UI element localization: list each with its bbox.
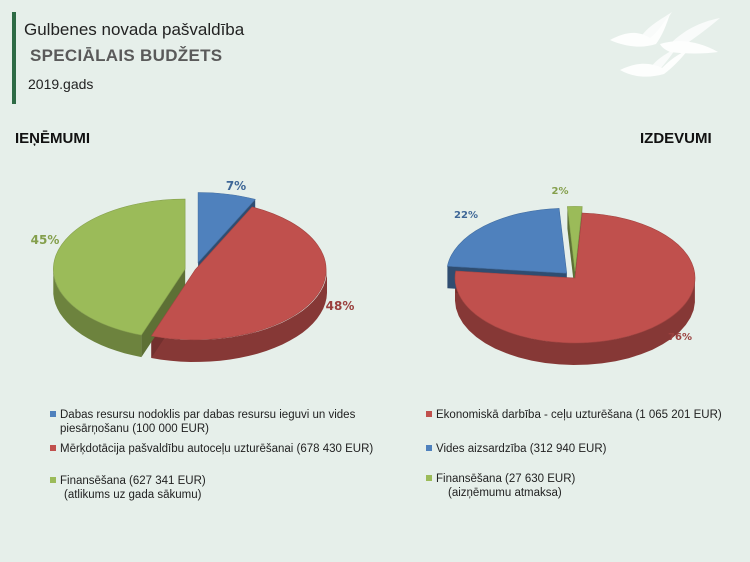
pie-percent-label: 76% [668,332,692,343]
pie-percent-label: 48% [326,299,355,313]
pie-slice [447,208,568,274]
legend-item-expenditure-green: Finansēšana (27 630 EUR) [426,472,575,486]
legend-label: Finansēšana (27 630 EUR) [436,473,576,485]
expenditure-legend: Ekonomiskā darbība - ceļu uzturēšana (1 … [426,408,736,508]
revenue-legend: Dabas resursu nodoklis par dabas resursu… [50,408,390,508]
pie-percent-label: 2% [552,186,569,197]
legend-label: Mērķdotācija pašvaldību autoceļu uzturēš… [60,443,374,455]
legend-swatch [50,477,56,483]
year-label: 2019.gads [28,76,94,92]
legend-label: Finansēšana (627 341 EUR) [60,475,206,487]
pie-slice [197,192,256,264]
legend-item-expenditure-blue: Vides aizsardzība (312 940 EUR) [426,442,606,456]
legend-swatch [426,445,432,451]
legend-item-revenue-blue: Dabas resursu nodoklis par dabas resursu… [50,408,355,436]
legend-swatch [50,411,56,417]
pie-percent-label: 22% [454,210,478,221]
legend-item-expenditure-red: Ekonomiskā darbība - ceļu uzturēšana (1 … [426,408,722,422]
budget-title: SPECIĀLAIS BUDŽETS [30,46,223,65]
legend-label: Vides aizsardzība (312 940 EUR) [436,443,607,455]
pie-percent-label: 45% [31,233,60,247]
revenue-heading: IEŅĒMUMI [15,130,90,147]
legend-note: (aizņēmumu atmaksa) [448,487,562,499]
swans-logo-icon [610,12,720,77]
pie-slice-side [53,272,142,358]
pie-slice [150,206,327,341]
pie-slice [53,198,186,336]
legend-item-revenue-green: Finansēšana (627 341 EUR) [50,474,206,488]
municipality-title: Gulbenes novada pašvaldība [24,20,245,39]
legend-swatch [426,411,432,417]
pie-slice-side [151,270,327,362]
legend-item-revenue-red: Mērķdotācija pašvaldību autoceļu uzturēš… [50,442,373,456]
legend-swatch [50,445,56,451]
revenue-pie: 7% 48% 45% [31,179,355,362]
legend-note: (atlikums uz gada sākumu) [64,489,202,501]
expenditure-pie: 76% 22% 2% [447,186,696,365]
legend-label: Ekonomiskā darbība - ceļu uzturēšana (1 … [436,409,722,421]
pie-slice-edge [567,206,575,294]
pie-slice-side [455,278,695,365]
legend-swatch [426,475,432,481]
legend-label: Dabas resursu nodoklis par dabas resursu… [60,409,356,435]
pie-slice [567,206,583,272]
expenditure-heading: IZDEVUMI [640,130,712,147]
pie-slice [454,212,696,344]
title-accent-bar [12,12,16,104]
pie-percent-label: 7% [226,179,246,193]
